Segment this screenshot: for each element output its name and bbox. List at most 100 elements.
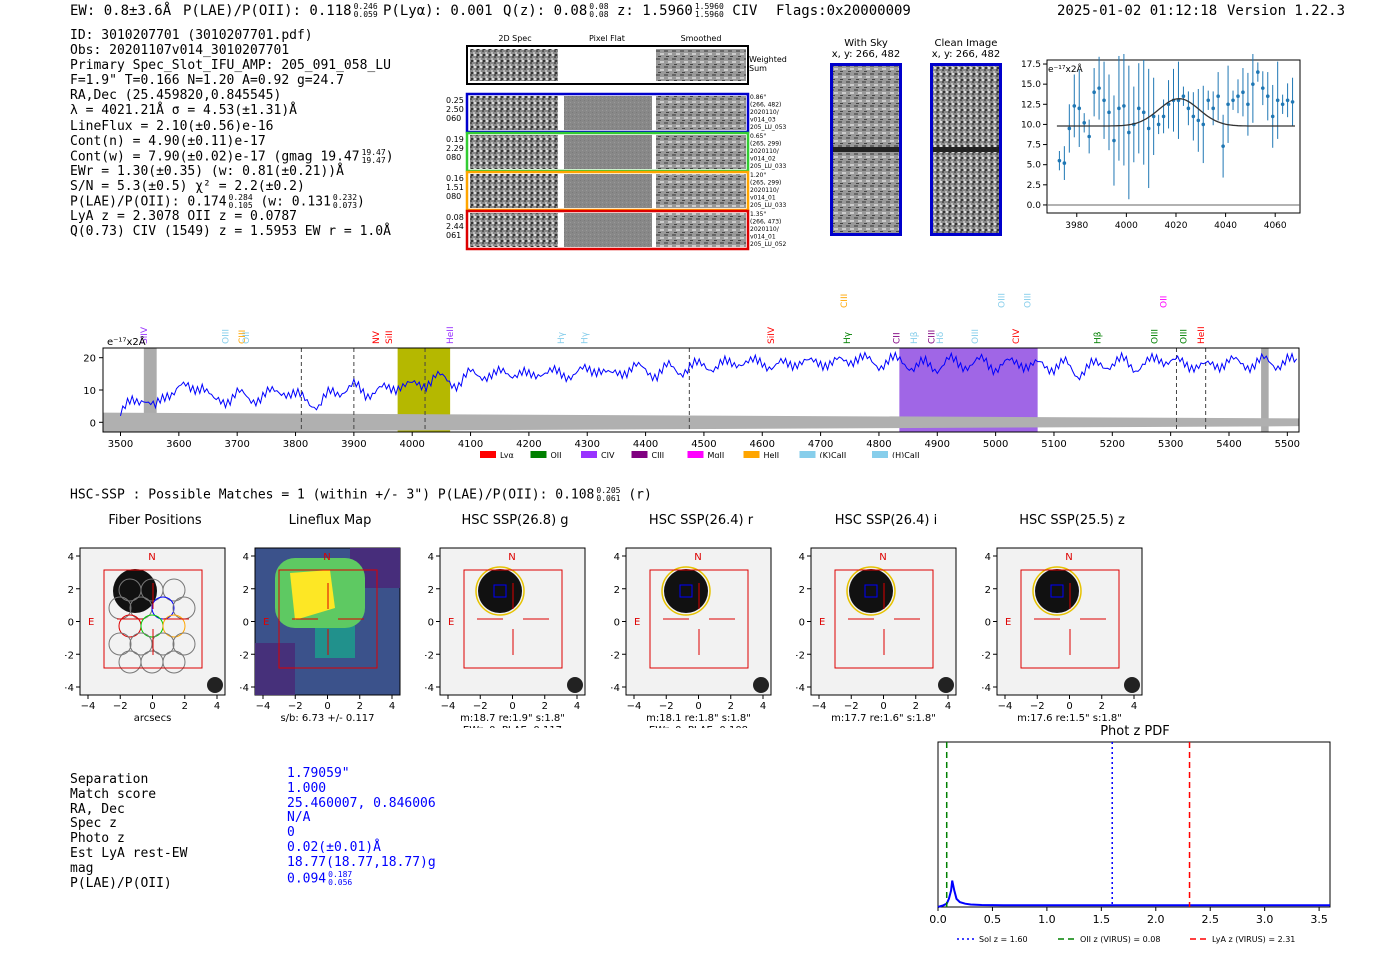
data-point <box>1072 104 1077 108</box>
data-point <box>1156 122 1161 127</box>
x-tick-label: 0 <box>695 701 701 712</box>
match-values: 1.79059" 1.000 25.460007, 0.846006 N/A 0… <box>287 766 436 886</box>
fiber-circle <box>172 632 196 656</box>
data-point <box>1211 106 1215 111</box>
info-ewr: EWr = 1.30(±0.35) (w: 0.81(±0.21))Å <box>70 163 344 179</box>
east-label: E <box>634 617 640 628</box>
legend-label: Sol z = 1.60 <box>979 935 1028 944</box>
y-tick-label: 17.5 <box>1021 60 1041 70</box>
y-tick-label: 4 <box>799 552 805 563</box>
y-tick-label: 2 <box>985 585 991 596</box>
data-point <box>1236 94 1240 99</box>
emission-line-label: CIV <box>1012 328 1022 344</box>
legend-label: CIV <box>601 451 615 458</box>
fiber-right-label: 2020110/ <box>750 226 780 233</box>
emission-line-label: Hδ <box>936 331 946 344</box>
emission-line-label: HeII <box>446 326 456 344</box>
east-label: E <box>1005 617 1011 628</box>
data-point <box>1275 98 1280 103</box>
full-spectrum-chart: 3500 3600 3700 3800 3900 4000 4100 4200 4300 4400… <box>83 293 1300 458</box>
north-label: N <box>694 552 701 563</box>
match-value: N/A <box>287 810 311 826</box>
fiber-right-label: 2020110/ <box>750 187 780 194</box>
x-tick-label: 5200 <box>1100 439 1125 450</box>
panel-title: Lineflux Map <box>288 513 372 528</box>
emission-line-label: OIII <box>1024 293 1034 308</box>
map-peak <box>290 570 335 620</box>
weighted-sum-smooth <box>656 49 746 81</box>
emission-line-label: OII <box>1160 296 1170 308</box>
data-point <box>1231 98 1235 103</box>
north-label: N <box>148 552 155 563</box>
x-tick-label: 4300 <box>575 439 600 450</box>
info-lambda: λ = 4021.21Å σ = 4.53(±1.31)Å <box>70 103 297 119</box>
neighbor-source <box>567 677 583 693</box>
x-tick-label: 4040 <box>1214 221 1237 231</box>
data-point <box>1265 94 1270 99</box>
legend-swatch <box>799 451 816 458</box>
info-civ: Q(0.73) CIV (1549) z = 1.5953 EW r = 1.0… <box>70 224 391 240</box>
legend-label: MgII <box>708 451 725 458</box>
photz-frame <box>937 741 1331 908</box>
legend-label: Lyα <box>500 451 514 458</box>
panel-title: Fiber Positions <box>108 513 202 528</box>
y-tick-label: −4 <box>425 683 434 694</box>
fiber-right-label: 205_LU_033 <box>750 202 787 209</box>
x-tick-label: 0 <box>1066 701 1072 712</box>
data-point <box>1241 90 1245 95</box>
emission-line-label: SiIV <box>140 326 150 344</box>
data-point <box>1186 106 1191 111</box>
fiber-circle <box>151 632 175 656</box>
fiber-left-label: 0.25 <box>446 96 464 105</box>
x-tick-label: −2 <box>659 701 674 712</box>
emission-line-label: OIII <box>1179 329 1189 344</box>
y-tick-label: −2 <box>611 650 620 661</box>
x-tick-label: 4 <box>1131 701 1137 712</box>
data-point <box>1136 106 1141 111</box>
x-tick-label: 3900 <box>341 439 366 450</box>
panel-image: N E −4 −4 −2 −2 0 0 2 2 4 4 m:17.6 re:1.5" s:1.8" <box>976 547 1143 724</box>
match-labels: Separation Match score RA, Dec Spec z Ph… <box>70 772 188 891</box>
y-tick-label: −2 <box>425 650 434 661</box>
x-tick-label: 3980 <box>1065 221 1088 231</box>
legend-swatch <box>687 451 704 458</box>
legend-swatch <box>631 451 648 458</box>
y-tick-label: 4 <box>243 552 249 563</box>
source-core <box>478 569 522 613</box>
emission-line-label: SiII <box>385 330 395 344</box>
match-label: RA, Dec <box>70 801 125 817</box>
legend-label: (K)CaII <box>820 451 847 458</box>
y-tick-label: 0 <box>68 618 74 629</box>
y-tick-label: −4 <box>611 683 620 694</box>
info-fit: F=1.9" T=0.166 N=1.20 A=0.92 g=24.7 <box>70 73 344 89</box>
data-point <box>1285 98 1290 103</box>
fiber-box <box>1050 584 1064 598</box>
x-tick-label: 4000 <box>399 439 424 450</box>
data-point <box>1151 114 1156 119</box>
search-box <box>834 569 934 669</box>
neighbor-source <box>1124 677 1140 693</box>
search-box <box>463 569 563 669</box>
x-tick-label: 2 <box>542 701 548 712</box>
x-tick-label: 3800 <box>283 439 308 450</box>
source-core <box>1035 569 1079 613</box>
fiber-left-label: 0.19 <box>446 135 464 144</box>
aperture-circle <box>661 566 711 616</box>
panel-caption: m:18.7 re:1.9" s:1.8" <box>460 713 565 724</box>
zoom-fit-unit: e⁻¹⁷x2Å <box>1048 63 1084 75</box>
x-tick-label: 0 <box>149 701 155 712</box>
weighted-label-2: Sum <box>749 64 767 73</box>
x-tick-label: 4400 <box>633 439 658 450</box>
x-tick-label: −2 <box>844 701 859 712</box>
emission-line-label: SiIV <box>767 326 777 344</box>
y-tick-label: −4 <box>982 683 991 694</box>
data-point <box>1201 122 1206 127</box>
panel-caption: m:17.6 re:1.5" s:1.8" <box>1017 713 1122 724</box>
photz-title: Phot z PDF <box>1100 724 1170 739</box>
fiber-left-label: 2.44 <box>446 222 464 231</box>
masked-band <box>1261 348 1269 432</box>
match-label: Est LyA rest-EW <box>70 845 188 861</box>
col-header-2dspec: 2D Spec <box>498 34 531 43</box>
info-radec: RA,Dec (25.459820,0.845545) <box>70 88 282 104</box>
